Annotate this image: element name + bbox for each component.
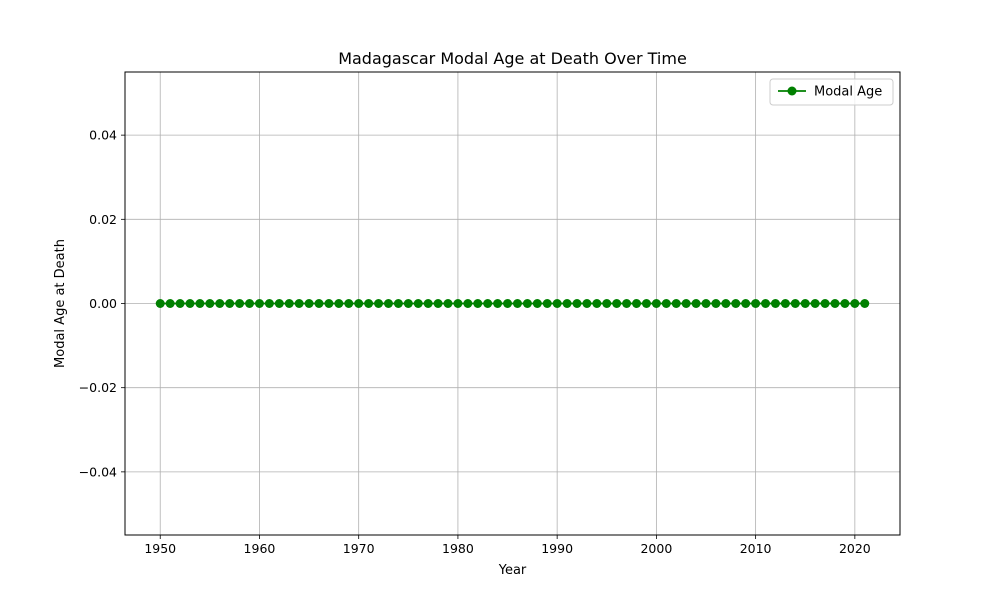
data-point: [751, 299, 761, 308]
data-point: [641, 299, 651, 308]
data-point: [582, 299, 592, 308]
data-point: [155, 299, 165, 308]
data-point: [185, 299, 195, 308]
legend-box: [769, 78, 894, 106]
x-tick-label: 2020: [839, 541, 871, 556]
data-point: [800, 299, 810, 308]
data-point: [195, 299, 205, 308]
data-point: [691, 299, 701, 308]
data-point: [701, 299, 711, 308]
data-point: [413, 299, 423, 308]
x-tick-label: 2010: [740, 541, 772, 556]
data-point: [671, 299, 681, 308]
data-point: [334, 299, 344, 308]
y-tick-label: 0.04: [89, 128, 117, 143]
data-point: [304, 299, 314, 308]
data-point: [790, 299, 800, 308]
data-point: [403, 299, 413, 308]
data-point: [602, 299, 612, 308]
data-point: [364, 299, 374, 308]
data-point: [810, 299, 820, 308]
x-tick-label: 2000: [640, 541, 672, 556]
legend-label: Modal Age: [814, 85, 882, 100]
data-point: [453, 299, 463, 308]
axis-ticks: 1950 1960 1970 1980 1990 2000 2010 2020 −0.04 −0.…: [79, 128, 871, 556]
y-tick-label: −0.02: [79, 380, 117, 395]
data-point: [622, 299, 632, 308]
data-point: [522, 299, 532, 308]
data-point: [225, 299, 235, 308]
data-point: [512, 299, 522, 308]
data-point: [820, 299, 830, 308]
x-tick-label: 1980: [442, 541, 474, 556]
data-point: [850, 299, 860, 308]
data-point: [344, 299, 354, 308]
x-axis-label: Year: [498, 563, 527, 578]
data-point: [443, 299, 453, 308]
legend: Modal Age: [769, 78, 894, 106]
data-point: [264, 299, 274, 308]
data-point: [711, 299, 721, 308]
data-point: [274, 299, 284, 308]
x-tick-label: 1970: [343, 541, 375, 556]
data-point: [612, 299, 622, 308]
data-point: [294, 299, 304, 308]
data-point: [770, 299, 780, 308]
data-point: [721, 299, 731, 308]
data-point: [493, 299, 503, 308]
data-point: [632, 299, 642, 308]
data-point: [503, 299, 513, 308]
data-point: [840, 299, 850, 308]
data-point: [205, 299, 215, 308]
data-point: [314, 299, 324, 308]
x-tick-label: 1950: [144, 541, 176, 556]
data-point: [175, 299, 185, 308]
data-point: [741, 299, 751, 308]
data-point: [254, 299, 264, 308]
data-point: [592, 299, 602, 308]
data-point: [572, 299, 582, 308]
data-point: [245, 299, 255, 308]
legend-marker-icon: [787, 86, 797, 96]
data-point: [552, 299, 562, 308]
data-point: [780, 299, 790, 308]
x-tick-label: 1990: [541, 541, 573, 556]
y-tick-label: −0.04: [79, 464, 117, 479]
chart-title: Madagascar Modal Age at Death Over Time: [338, 49, 687, 68]
data-point: [731, 299, 741, 308]
data-point: [681, 299, 691, 308]
series-layer: [155, 299, 870, 308]
data-point: [383, 299, 393, 308]
x-tick-label: 1960: [244, 541, 276, 556]
y-tick-label: 0.02: [89, 212, 117, 227]
data-point: [651, 299, 661, 308]
data-point: [433, 299, 443, 308]
data-point: [374, 299, 384, 308]
data-point: [761, 299, 771, 308]
data-point: [324, 299, 334, 308]
data-point: [463, 299, 473, 308]
data-point: [235, 299, 245, 308]
data-point: [473, 299, 483, 308]
data-point: [354, 299, 364, 308]
data-point: [393, 299, 403, 308]
data-point: [284, 299, 294, 308]
data-point: [165, 299, 175, 308]
data-point: [830, 299, 840, 308]
y-axis-label: Modal Age at Death: [53, 239, 68, 368]
data-point: [423, 299, 433, 308]
data-point: [860, 299, 870, 308]
data-point: [215, 299, 225, 308]
data-point: [661, 299, 671, 308]
data-point: [483, 299, 493, 308]
data-point: [532, 299, 542, 308]
data-point: [562, 299, 572, 308]
data-point: [542, 299, 552, 308]
y-tick-label: 0.00: [89, 296, 117, 311]
